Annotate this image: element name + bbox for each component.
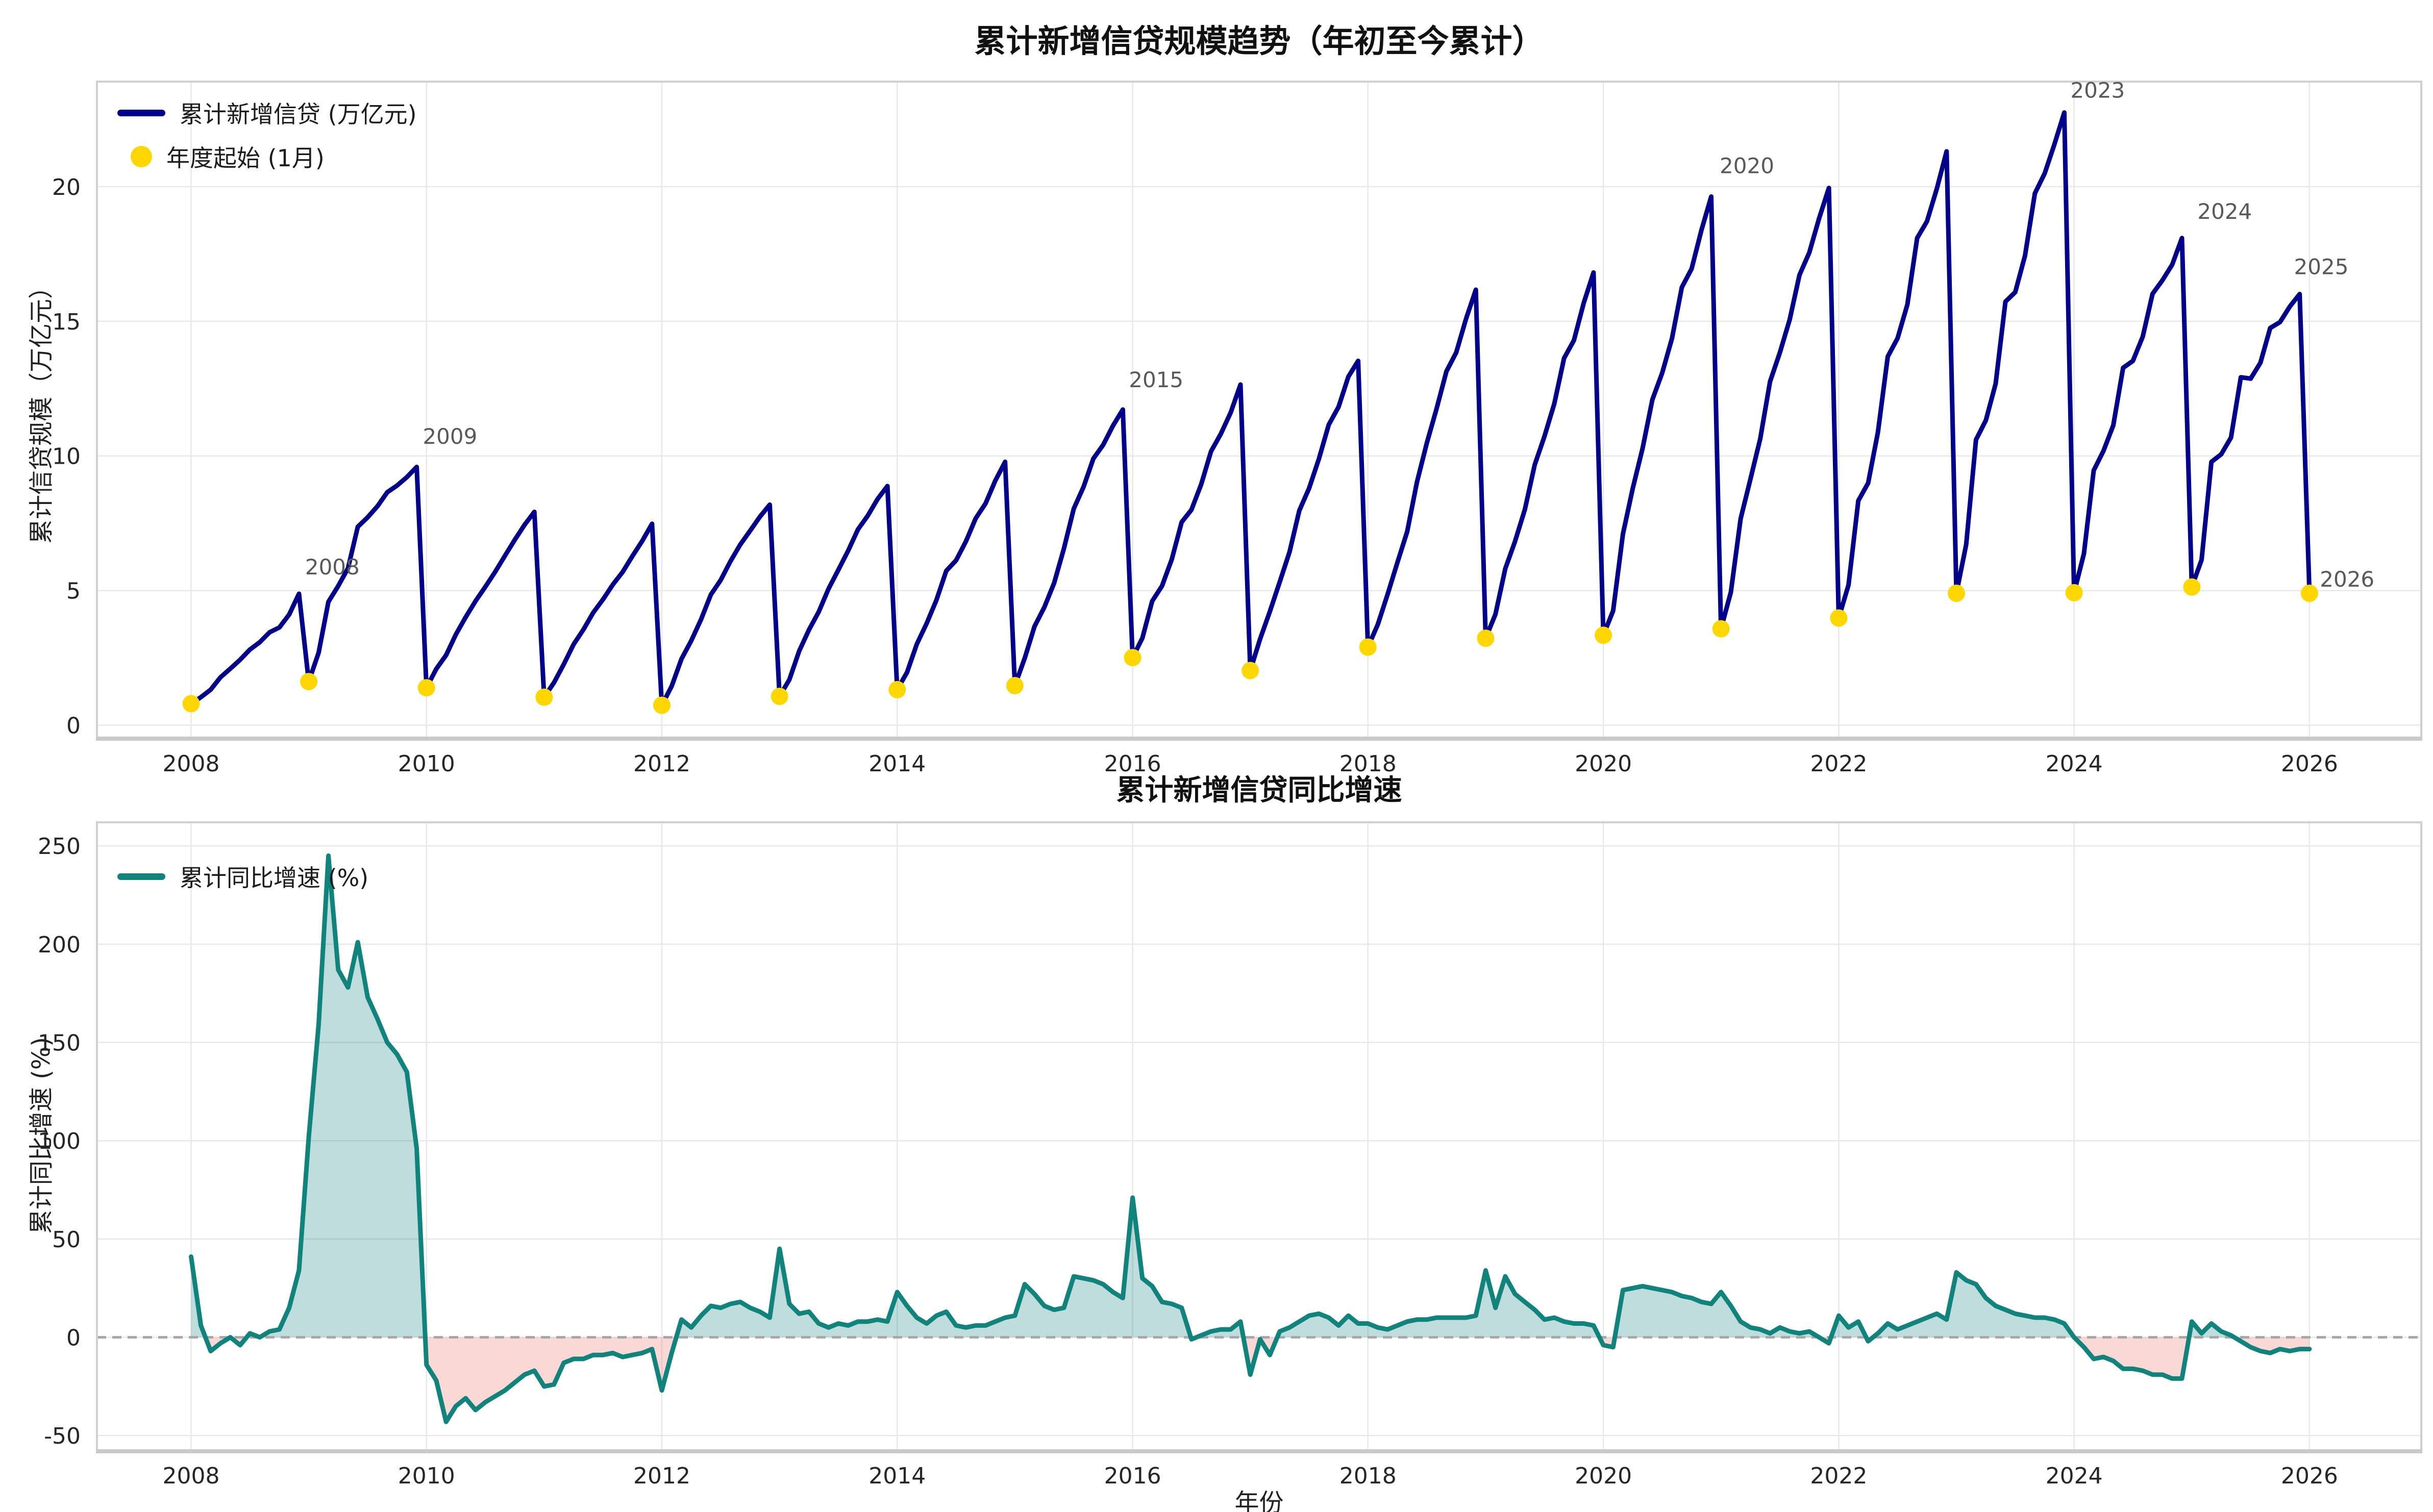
top-y-axis-label: 累计信贷规模（万亿元）: [27, 274, 56, 544]
jan-start-marker: [1359, 638, 1377, 656]
y-tick-label: 0: [66, 713, 81, 739]
x-tick-label: 2024: [2046, 751, 2103, 777]
jan-start-marker: [1830, 609, 1848, 627]
credit-line-swatch: [117, 109, 165, 116]
x-tick-label: 2022: [1810, 1463, 1867, 1489]
y-tick-label: 15: [52, 309, 81, 335]
top-chart-title: 累计新增信贷规模趋势（年初至今累计）: [974, 22, 1544, 60]
y-tick-label: 250: [38, 834, 81, 860]
y-tick-label: 20: [52, 174, 81, 200]
jan-start-marker: [1124, 649, 1141, 667]
cumulative-credit-line: [189, 110, 2312, 708]
y-tick-label: 100: [38, 1128, 81, 1154]
yoy-line-swatch: [117, 873, 165, 880]
x-tick-label: 2014: [868, 1463, 926, 1489]
x-tick-label: 2018: [1339, 751, 1397, 777]
year-annotation: 2024: [2197, 199, 2252, 224]
top-chart-legend: 累计新增信贷 (万亿元) 年度起始 (1月): [117, 91, 417, 179]
jan-start-marker: [1712, 620, 1730, 638]
jan-start-marker: [1948, 585, 1965, 602]
x-tick-label: 2024: [2046, 1463, 2103, 1489]
legend-label-cumulative-credit: 累计新增信贷 (万亿元): [180, 100, 417, 128]
jan-start-marker: [182, 695, 200, 713]
x-tick-label: 2022: [1810, 751, 1867, 777]
y-tick-label: 10: [52, 444, 81, 470]
year-annotation: 2008: [305, 555, 360, 579]
bottom-chart-title: 累计新增信贷同比增速: [1116, 774, 1402, 807]
jan-start-marker: [1595, 626, 1612, 644]
x-tick-label: 2020: [1575, 751, 1632, 777]
x-tick-label: 2018: [1339, 1463, 1397, 1489]
x-tick-label: 2026: [2281, 1463, 2338, 1489]
jan-start-marker: [1477, 629, 1495, 647]
jan-start-marker: [417, 679, 435, 697]
x-tick-label: 2008: [163, 1463, 220, 1489]
x-tick-label: 2016: [1104, 1463, 1161, 1489]
x-tick-label: 2008: [163, 751, 220, 777]
jan-start-marker: [771, 688, 788, 705]
y-tick-label: 150: [38, 1030, 81, 1056]
year-annotation: 2015: [1129, 367, 1183, 392]
x-tick-label: 2020: [1575, 1463, 1632, 1489]
jan-start-marker: [2183, 578, 2201, 596]
y-tick-label: 200: [38, 932, 81, 958]
jan-start-marker: [1242, 662, 1259, 679]
y-tick-label: 5: [66, 578, 81, 604]
jan-start-marker: [535, 688, 553, 706]
legend-item-cumulative-credit: 累计新增信贷 (万亿元): [117, 91, 417, 135]
bottom-y-axis-label: 累计同比增速 (%): [27, 1037, 56, 1234]
legend-label-yoy-growth: 累计同比增速 (%): [180, 864, 369, 892]
legend-label-year-start: 年度起始 (1月): [166, 144, 325, 172]
jan-start-marker: [888, 681, 906, 698]
x-tick-label: 2010: [398, 751, 455, 777]
x-tick-label: 2012: [633, 751, 690, 777]
jan-start-marker: [2065, 584, 2083, 601]
yoy-line: [189, 853, 2312, 1424]
y-tick-label: -50: [44, 1423, 81, 1449]
legend-item-yoy-growth: 累计同比增速 (%): [117, 862, 369, 892]
y-tick-label: 50: [52, 1227, 81, 1253]
year-annotation: 2023: [2070, 78, 2125, 103]
x-tick-label: 2012: [633, 1463, 690, 1489]
bottom-chart-legend: 累计同比增速 (%): [117, 862, 369, 892]
y-tick-label: 0: [66, 1325, 81, 1351]
x-tick-label: 2026: [2281, 751, 2338, 777]
x-axis-label: 年份: [1234, 1489, 1284, 1512]
yoy-negative-fill: [191, 1337, 2310, 1422]
jan-start-marker: [300, 673, 318, 691]
legend-item-year-start: 年度起始 (1月): [117, 135, 417, 179]
yoy-positive-fill: [191, 855, 2310, 1338]
x-tick-label: 2014: [868, 751, 926, 777]
year-annotation: 2025: [2294, 254, 2349, 279]
x-tick-label: 2010: [398, 1463, 455, 1489]
jan-start-marker: [1006, 677, 1024, 694]
year-annotation: 2026: [2320, 567, 2374, 592]
year-annotation: 2020: [1720, 154, 1774, 179]
x-tick-label: 2016: [1104, 751, 1161, 777]
jan-start-marker: [653, 696, 671, 714]
year-start-dot-swatch: [131, 146, 152, 167]
year-annotation: 2009: [423, 424, 477, 449]
jan-start-marker: [2300, 585, 2318, 602]
